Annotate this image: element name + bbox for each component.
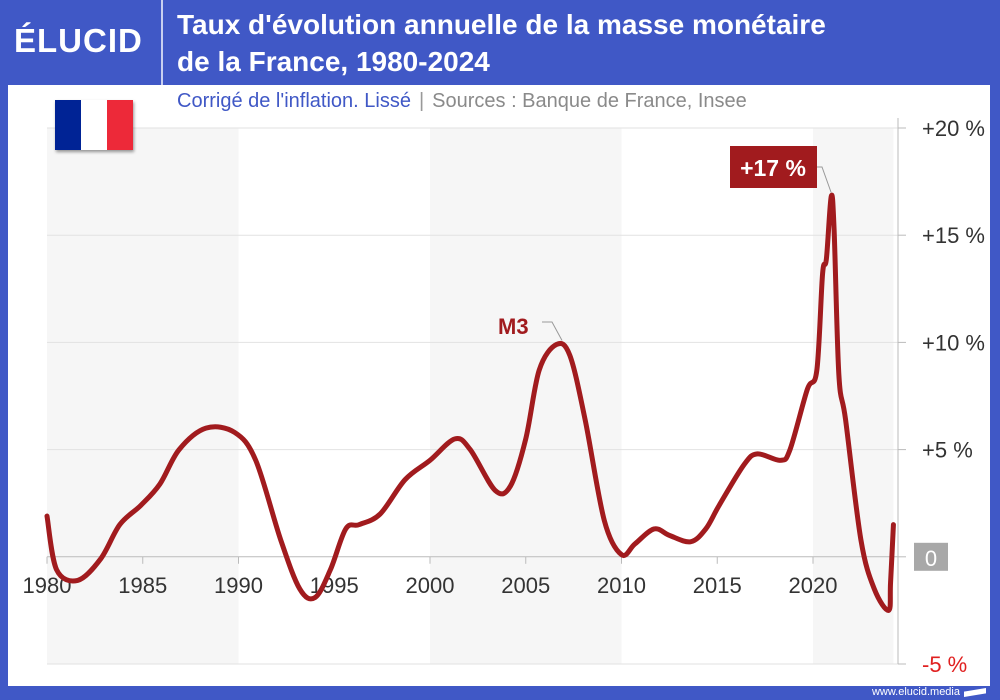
y-tick-label: +20 % <box>922 116 985 141</box>
flag-stripe-blue <box>55 100 81 150</box>
footer-url[interactable]: www.elucid.media <box>871 686 960 698</box>
flag-stripe-red <box>107 100 133 150</box>
y-tick-label: 0 <box>925 546 937 571</box>
flag-stripe-white <box>81 100 107 150</box>
peak-leader-line <box>817 166 832 193</box>
x-tick-label: 2005 <box>501 573 550 598</box>
chart-title: Taux d'évolution annuelle de la masse mo… <box>177 6 826 80</box>
x-tick-label: 1985 <box>118 573 167 598</box>
peak-label-box <box>730 146 817 188</box>
peak-label: +17 % <box>740 155 806 181</box>
y-tick-label: +10 % <box>922 330 985 355</box>
title-line-1: Taux d'évolution annuelle de la masse mo… <box>177 9 826 40</box>
x-tick-label: 1990 <box>214 573 263 598</box>
elucid-logo: ÉLUCID <box>14 22 143 59</box>
title-line-2: de la France, 1980-2024 <box>177 46 490 77</box>
series-label-m3: M3 <box>498 314 529 339</box>
series-line-m3 <box>44 192 896 613</box>
france-flag-icon <box>55 100 133 150</box>
chart-subtitle: Corrigé de l'inflation. Lissé | Sources : … <box>177 90 747 113</box>
m3-leader-line <box>542 321 563 341</box>
y-tick-label: +15 % <box>922 223 985 248</box>
header-separator <box>161 0 163 85</box>
shaded-period <box>47 128 239 664</box>
x-tick-label: 2010 <box>597 573 646 598</box>
subtitle-note: Corrigé de l'inflation. Lissé <box>177 90 411 112</box>
shaded-period <box>430 128 622 664</box>
subtitle-sources: Sources : Banque de France, Insee <box>432 90 747 112</box>
y-tick-label: +5 % <box>922 438 973 463</box>
x-tick-label: 2020 <box>789 573 838 598</box>
shaded-period <box>813 128 894 664</box>
x-tick-label: 2000 <box>406 573 455 598</box>
zero-badge <box>914 542 948 571</box>
x-tick-label: 2015 <box>693 573 742 598</box>
subtitle-separator: | <box>418 90 425 112</box>
elucid-mark-icon <box>964 688 986 697</box>
y-tick-label: -5 % <box>922 652 967 677</box>
